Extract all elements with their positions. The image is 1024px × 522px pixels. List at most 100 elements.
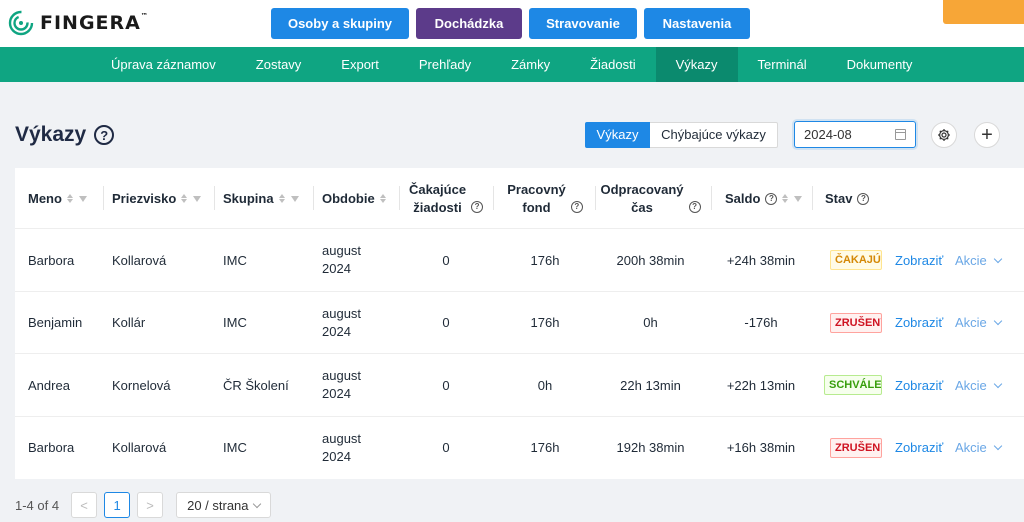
view-link[interactable]: Zobraziť (895, 315, 944, 330)
plus-icon: + (981, 124, 993, 146)
cell-skupina: IMC (223, 252, 247, 268)
col-stav: Stav ? (812, 168, 870, 229)
col-obdobie[interactable]: Obdobie (313, 168, 386, 229)
page-1-button[interactable]: 1 (104, 492, 131, 518)
view-link[interactable]: Zobraziť (895, 440, 944, 455)
help-icon[interactable]: ? (471, 200, 484, 213)
cell-fond: 176h (530, 315, 560, 330)
table-row: Benjamin Kollár IMC august 2024 0 176h 0h… (15, 292, 1024, 354)
col-priezvisko[interactable]: Priezvisko (103, 168, 202, 229)
status-badge: ZRUŠENÝ (830, 292, 882, 354)
cell-cakajuce: 0 (442, 252, 450, 268)
gear-icon (938, 129, 950, 141)
cell-priezvisko: Kollár (112, 315, 146, 330)
cell-cakajuce: 0 (442, 377, 450, 393)
tab-vykazy[interactable]: Výkazy (655, 47, 738, 82)
cell-fond: 176h (530, 252, 560, 268)
cell-saldo: -176h (744, 315, 778, 330)
cell-odpracovany: 22h 13min (620, 377, 681, 393)
actions-dropdown[interactable]: Akcie (955, 229, 1003, 291)
status-badge: ČAKAJÚCE (830, 229, 882, 291)
cell-fond: 0h (537, 377, 553, 393)
help-icon[interactable]: ? (765, 192, 778, 205)
cell-skupina: ČR Školení (223, 377, 289, 393)
cell-cakajuce: 0 (442, 315, 450, 330)
tab-export[interactable]: Export (341, 57, 379, 72)
col-odpracovany-cas: Odpracovaný čas ? (595, 168, 703, 229)
view-link[interactable]: Zobraziť (895, 377, 944, 393)
view-chybajuce-vykazy-button[interactable]: Chýbajúce výkazy (650, 122, 778, 148)
cell-skupina: IMC (223, 315, 247, 330)
chevron-down-icon (252, 499, 262, 509)
cell-meno: Andrea (28, 377, 70, 393)
cell-meno: Barbora (28, 252, 75, 268)
page-title-text: Výkazy (15, 123, 87, 146)
cell-skupina: IMC (223, 440, 247, 455)
sort-icon[interactable] (66, 194, 73, 203)
logo-text: FINGERA™ (40, 12, 149, 34)
cell-priezvisko: Kollarová (112, 440, 167, 455)
cell-cakajuce: 0 (442, 440, 450, 455)
next-page-button[interactable]: > (137, 492, 164, 518)
pagination: 1-4 of 4 < 1 > 20 / strana (15, 492, 272, 518)
table-row: Andrea Kornelová ČR Školení august 2024 0… (15, 354, 1024, 417)
chevron-down-icon (993, 316, 1003, 326)
status-badge: ZRUŠENÝ (830, 417, 882, 479)
sort-icon[interactable] (181, 194, 188, 203)
month-picker-value: 2024-08 (804, 127, 852, 142)
col-cakajuce-ziadosti: Čakajúce žiadosti ? (399, 168, 492, 229)
col-skupina[interactable]: Skupina (214, 168, 299, 229)
page-size-select[interactable]: 20 / strana (176, 492, 272, 518)
cell-saldo: +24h 38min (726, 252, 796, 268)
settings-button[interactable] (931, 122, 957, 148)
nav-stravovanie-button[interactable]: Stravovanie (529, 8, 637, 39)
logo[interactable]: FINGERA™ (8, 10, 149, 36)
cell-obdobie: august 2024 (322, 430, 362, 464)
prev-page-button[interactable]: < (71, 492, 98, 518)
col-saldo[interactable]: Saldo ? (711, 168, 803, 229)
filter-icon[interactable] (78, 195, 87, 202)
tab-ziadosti[interactable]: Žiadosti (590, 57, 636, 72)
tab-uprava-zaznamov[interactable]: Úprava záznamov (111, 57, 216, 72)
view-vykazy-button[interactable]: Výkazy (585, 122, 650, 148)
tab-prehlady[interactable]: Prehľady (418, 57, 472, 72)
nav-osoby-a-skupiny-button[interactable]: Osoby a skupiny (271, 8, 409, 39)
main-nav: Osoby a skupiny Dochádzka Stravovanie Na… (271, 8, 750, 39)
reports-table: Meno Priezvisko Skupina Obdobie Čakajúce… (15, 168, 1024, 479)
tab-zamky[interactable]: Zámky (511, 57, 551, 72)
filter-icon[interactable] (193, 195, 202, 202)
month-picker[interactable]: 2024-08 (794, 121, 916, 148)
filter-icon[interactable] (290, 195, 299, 202)
help-icon[interactable]: ? (94, 125, 115, 145)
tab-zostavy[interactable]: Zostavy (255, 57, 302, 72)
table-header: Meno Priezvisko Skupina Obdobie Čakajúce… (15, 168, 1024, 229)
sub-nav: Úprava záznamov Zostavy Export Prehľady … (0, 47, 1024, 82)
nav-nastavenia-button[interactable]: Nastavenia (644, 8, 750, 39)
sort-icon[interactable] (278, 194, 285, 203)
table-row: Barbora Kollarová IMC august 2024 0 176h … (15, 417, 1024, 480)
actions-dropdown[interactable]: Akcie (955, 417, 1003, 479)
nav-dochadzka-button[interactable]: Dochádzka (416, 8, 522, 39)
sort-icon[interactable] (782, 194, 789, 203)
status-badge: SCHVÁLENÝ (824, 354, 882, 416)
cell-obdobie: august 2024 (322, 305, 362, 339)
chevron-down-icon (993, 254, 1003, 263)
sort-icon[interactable] (379, 194, 386, 203)
help-icon[interactable]: ? (688, 200, 701, 213)
add-button[interactable]: + (974, 122, 1000, 148)
actions-dropdown[interactable]: Akcie (955, 292, 1003, 354)
filter-icon[interactable] (794, 195, 803, 202)
help-icon[interactable]: ? (570, 200, 583, 213)
cell-priezvisko: Kornelová (112, 377, 171, 393)
col-meno[interactable]: Meno (28, 168, 87, 229)
chevron-down-icon (993, 441, 1003, 451)
view-switch: Výkazy Chýbajúce výkazy (585, 122, 778, 148)
help-icon[interactable]: ? (857, 192, 870, 205)
tab-dokumenty[interactable]: Dokumenty (846, 57, 913, 72)
user-menu-tab[interactable] (943, 0, 1024, 24)
chevron-down-icon (993, 379, 1003, 388)
view-link[interactable]: Zobraziť (895, 252, 944, 268)
actions-dropdown[interactable]: Akcie (955, 354, 1003, 416)
tab-terminal[interactable]: Terminál (757, 57, 807, 72)
cell-saldo: +16h 38min (726, 440, 796, 455)
